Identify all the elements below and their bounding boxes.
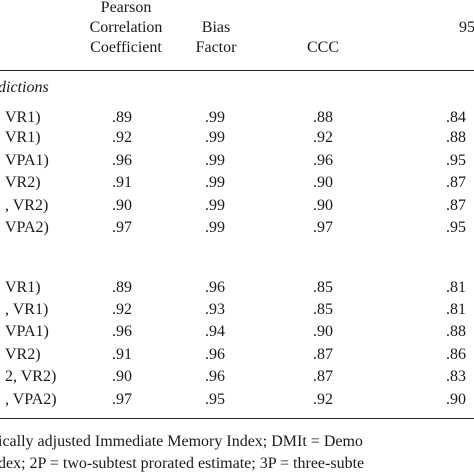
ccc-cell: .87 (313, 368, 333, 385)
ccc-cell: .96 (313, 152, 333, 169)
section-1-label: dictions (0, 79, 49, 96)
header-bias-line1: Bias (201, 19, 231, 36)
c95-cell: .83 (446, 368, 466, 385)
header-pearson-line1: Pearson (100, 0, 152, 16)
bias-cell: .96 (205, 368, 225, 385)
c95-cell: .95 (446, 219, 466, 236)
bias-cell: .99 (205, 174, 225, 191)
pearson-cell: .89 (112, 279, 132, 296)
header-pearson-line2: Correlation (89, 19, 163, 36)
ccc-cell: .87 (313, 346, 333, 363)
bias-cell: .99 (205, 129, 225, 146)
pearson-cell: .96 (112, 152, 132, 169)
c95-cell: .88 (446, 323, 466, 340)
ccc-cell: .92 (313, 129, 333, 146)
header-95: 95 (459, 19, 474, 36)
pearson-cell: .96 (112, 323, 132, 340)
pearson-cell: .97 (112, 219, 132, 236)
ccc-cell: .85 (313, 301, 333, 318)
bias-cell: .99 (205, 197, 225, 214)
table-row-label: 2, VR2) (5, 368, 57, 385)
c95-cell: .95 (446, 152, 466, 169)
pearson-cell: .92 (112, 129, 132, 146)
c95-cell: .86 (446, 346, 466, 363)
bias-cell: .99 (205, 109, 225, 126)
header-bias: Bias Factor (186, 18, 246, 58)
table-row-label: VR2) (5, 346, 41, 363)
header-ccc: CCC (306, 39, 339, 56)
header-pearson: Pearson Correlation Coefficient (76, 0, 176, 58)
table-row-label: VPA1) (5, 323, 49, 340)
table-row-label: VR1) (5, 279, 41, 296)
ccc-cell: .92 (313, 391, 333, 408)
table-note-line1: ically adjusted Immediate Memory Index; … (0, 433, 363, 450)
ccc-cell: .88 (313, 109, 333, 126)
bottom-rule (0, 418, 474, 419)
table-note-line2: dex; 2P = two-subtest prorated estimate;… (0, 455, 365, 472)
table-row-label: VR2) (5, 174, 41, 191)
pearson-cell: .92 (112, 301, 132, 318)
table-row-label: VPA2) (5, 219, 49, 236)
bias-cell: .95 (205, 391, 225, 408)
pearson-cell: .91 (112, 174, 132, 191)
header-pearson-line3: Coefficient (90, 39, 162, 56)
ccc-cell: .90 (313, 174, 333, 191)
header-bias-line2: Factor (195, 39, 237, 56)
c95-cell: .81 (446, 279, 466, 296)
table-row-label: VR1) (5, 109, 41, 126)
c95-cell: .90 (446, 391, 466, 408)
pearson-cell: .90 (112, 197, 132, 214)
ccc-cell: .90 (313, 197, 333, 214)
bias-cell: .93 (205, 301, 225, 318)
c95-cell: .87 (446, 197, 466, 214)
c95-cell: .81 (446, 301, 466, 318)
bias-cell: .94 (205, 323, 225, 340)
bias-cell: .96 (205, 279, 225, 296)
ccc-cell: .90 (313, 323, 333, 340)
bias-cell: .99 (205, 152, 225, 169)
c95-cell: .84 (446, 109, 466, 126)
pearson-cell: .89 (112, 109, 132, 126)
table-row-label: , VR2) (5, 197, 49, 214)
table-row-label: , VPA2) (5, 391, 57, 408)
c95-cell: .88 (446, 129, 466, 146)
pearson-cell: .91 (112, 346, 132, 363)
c95-cell: .87 (446, 174, 466, 191)
ccc-cell: .97 (313, 219, 333, 236)
header-rule (0, 70, 474, 71)
table-row-label: , VR1) (5, 301, 49, 318)
table-row-label: VPA1) (5, 152, 49, 169)
pearson-cell: .97 (112, 391, 132, 408)
table-row-label: VR1) (5, 129, 41, 146)
bias-cell: .96 (205, 346, 225, 363)
bias-cell: .99 (205, 219, 225, 236)
pearson-cell: .90 (112, 368, 132, 385)
ccc-cell: .85 (313, 279, 333, 296)
